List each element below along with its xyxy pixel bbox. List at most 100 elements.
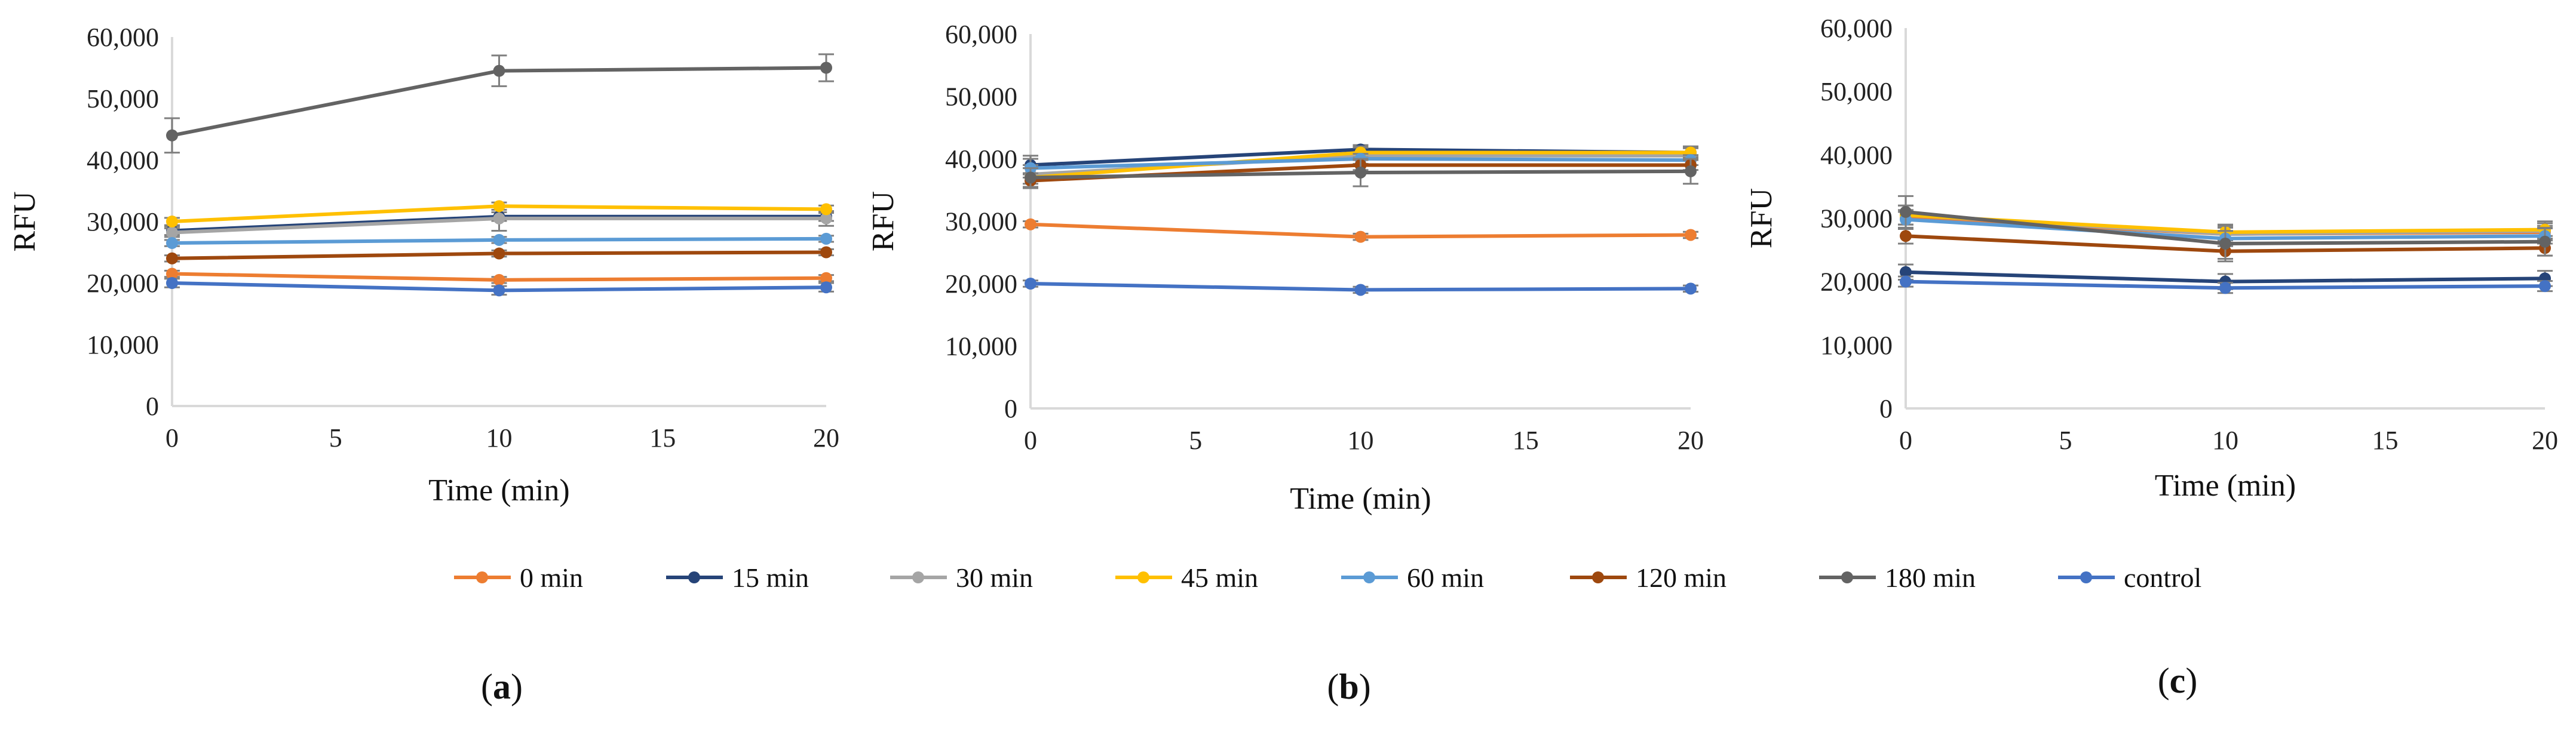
legend-item: control: [2058, 562, 2201, 593]
legend-item: 120 min: [1570, 562, 1726, 593]
y-tick-label: 50,000: [87, 84, 159, 113]
legend-item: 30 min: [890, 562, 1033, 593]
legend-item: 180 min: [1819, 562, 1976, 593]
x-tick-label: 15: [1513, 426, 1539, 455]
data-point: [166, 129, 178, 142]
y-tick-label: 40,000: [945, 144, 1017, 174]
y-tick-label: 0: [146, 392, 159, 421]
y-tick-label: 40,000: [1820, 140, 1893, 170]
data-point: [493, 284, 505, 297]
y-tick-label: 20,000: [1820, 267, 1893, 297]
y-axis-label: RFU: [866, 191, 900, 251]
legend-item: 0 min: [454, 562, 583, 593]
x-tick-label: 20: [2532, 426, 2558, 455]
y-tick-label: 60,000: [1820, 14, 1893, 43]
chart-panels: 0 10,000 20,000 30,000 40,000 50,000 60,000 0 5 1…: [8, 14, 2558, 706]
data-point: [1354, 166, 1367, 179]
y-tick-label: 10,000: [1820, 331, 1893, 360]
y-tick-label: 30,000: [87, 207, 159, 236]
panel-label: (a): [481, 667, 523, 706]
data-point: [166, 237, 178, 250]
legend-label: 180 min: [1885, 562, 1976, 593]
data-point: [1685, 282, 1697, 295]
x-tick-label: 20: [1678, 426, 1704, 455]
legend-label: 120 min: [1636, 562, 1726, 593]
data-point: [493, 273, 505, 286]
series-180-min: [1898, 195, 2553, 263]
panel-letter: b: [1339, 667, 1358, 706]
legend-label: control: [2124, 562, 2201, 593]
data-point: [2539, 235, 2551, 248]
y-tick-label: 10,000: [87, 330, 159, 359]
legend: 0 min 15 min 30 min 45 min 60 min 120 min 180 …: [454, 562, 2201, 593]
data-point: [820, 203, 832, 216]
x-tick-label: 10: [1348, 426, 1374, 455]
panel-label: (b): [1327, 667, 1370, 706]
data-point: [1025, 218, 1036, 230]
data-point: [1685, 229, 1697, 241]
series-180-min: [164, 53, 834, 154]
y-tick-label: 0: [1004, 394, 1017, 423]
series-45-min: [164, 200, 834, 227]
y-tick-label: 50,000: [945, 82, 1017, 112]
series-60-min: [164, 232, 834, 250]
y-tick-label: 50,000: [1820, 77, 1893, 106]
x-axis-label: Time (min): [1290, 482, 1431, 516]
legend-item: 60 min: [1341, 562, 1484, 593]
data-point: [166, 226, 178, 239]
data-point: [1685, 165, 1697, 177]
x-tick-label: 0: [165, 423, 179, 453]
legend-swatch-marker: [912, 571, 924, 583]
data-point: [2539, 280, 2551, 293]
data-point: [493, 64, 505, 77]
x-tick-label: 0: [1024, 426, 1037, 455]
y-tick-label: 20,000: [87, 269, 159, 298]
data-point: [1900, 205, 1912, 218]
y-tick-label: 30,000: [945, 207, 1017, 236]
series-control: [1023, 278, 1698, 296]
data-point: [2219, 282, 2231, 294]
y-axis-label: RFU: [8, 191, 42, 251]
data-point: [2219, 237, 2231, 250]
data-point: [820, 272, 832, 284]
legend-item: 15 min: [666, 562, 809, 593]
data-point: [493, 212, 505, 225]
series-180-min: [1023, 158, 1698, 188]
data-point: [1354, 284, 1367, 296]
y-tick-label: 10,000: [945, 332, 1017, 361]
legend-swatch-marker: [688, 571, 700, 583]
legend-swatch-marker: [476, 571, 488, 583]
data-point: [166, 267, 178, 280]
data-point: [1025, 278, 1036, 290]
data-point: [820, 61, 832, 74]
data-point: [493, 200, 505, 213]
data-point: [493, 247, 505, 260]
y-tick-label: 20,000: [945, 269, 1017, 299]
x-tick-label: 15: [2372, 426, 2399, 455]
y-tick-label: 40,000: [87, 146, 159, 175]
data-point: [820, 246, 832, 259]
series-120-min: [164, 246, 834, 265]
series-0-min: [1023, 218, 1698, 243]
y-axis-label: RFU: [1744, 188, 1778, 248]
legend-label: 15 min: [732, 562, 809, 593]
x-axis-label: Time (min): [2155, 469, 2296, 503]
legend-label: 0 min: [520, 562, 583, 593]
legend-swatch-marker: [1137, 571, 1149, 583]
x-tick-label: 20: [813, 423, 839, 453]
data-point: [166, 277, 178, 289]
series-control: [164, 277, 834, 297]
y-tick-label: 0: [1879, 394, 1893, 423]
series-0-min: [164, 267, 834, 286]
legend-swatch-marker: [1841, 571, 1853, 583]
data-point: [1900, 275, 1912, 288]
panel-label: (c): [2158, 661, 2198, 700]
legend-label: 45 min: [1181, 562, 1258, 593]
chart-panel-c: 0 10,000 20,000 30,000 40,000 50,000 60,000 0 5 1…: [1744, 14, 2558, 700]
x-tick-label: 10: [2212, 426, 2238, 455]
data-point: [166, 216, 178, 227]
legend-swatch-marker: [2080, 571, 2092, 583]
x-axis-label: Time (min): [428, 473, 569, 508]
panel-letter: c: [2170, 661, 2186, 700]
